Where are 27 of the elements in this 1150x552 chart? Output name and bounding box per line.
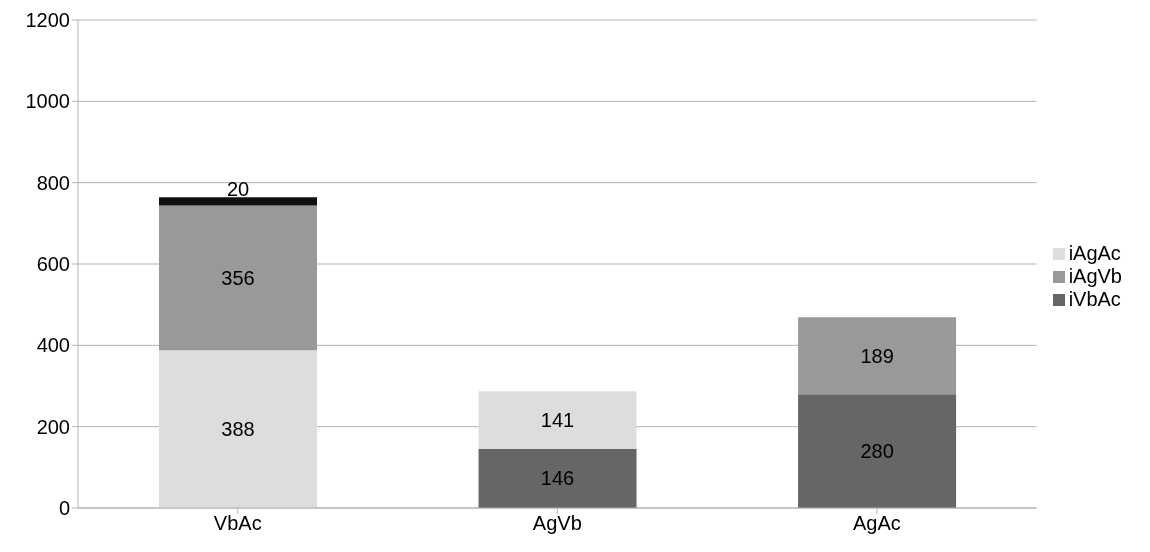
data-label: 146 (540, 467, 575, 490)
bar (478, 448, 637, 508)
data-label: 388 (221, 418, 255, 441)
bar (159, 197, 317, 206)
x-tick-label: VbAc (213, 512, 262, 535)
y-tick-label: 1200 (25, 9, 70, 32)
y-tick-label: 0 (58, 497, 70, 520)
y-tick-label: 400 (36, 334, 70, 357)
y-tick-label: 800 (36, 171, 70, 194)
legend-label: iAgAc (1068, 241, 1121, 264)
data-label: 20 (226, 178, 250, 201)
data-label: 280 (860, 440, 894, 463)
legend-label: iAgVb (1068, 264, 1122, 287)
bar (159, 350, 317, 508)
x-tick-label: AgAc (852, 512, 901, 535)
y-tick-label: 600 (36, 253, 70, 276)
bar (798, 394, 957, 508)
bar (159, 205, 317, 351)
bar (798, 317, 957, 395)
x-tick-label: AgVb (532, 512, 582, 535)
legend-label: iVbAc (1068, 287, 1121, 310)
data-label: 356 (221, 266, 255, 289)
data-label: 189 (860, 344, 894, 367)
y-tick-label: 1000 (25, 90, 70, 113)
bar (478, 391, 637, 449)
y-tick-label: 200 (36, 415, 70, 438)
data-label: 141 (540, 408, 575, 431)
